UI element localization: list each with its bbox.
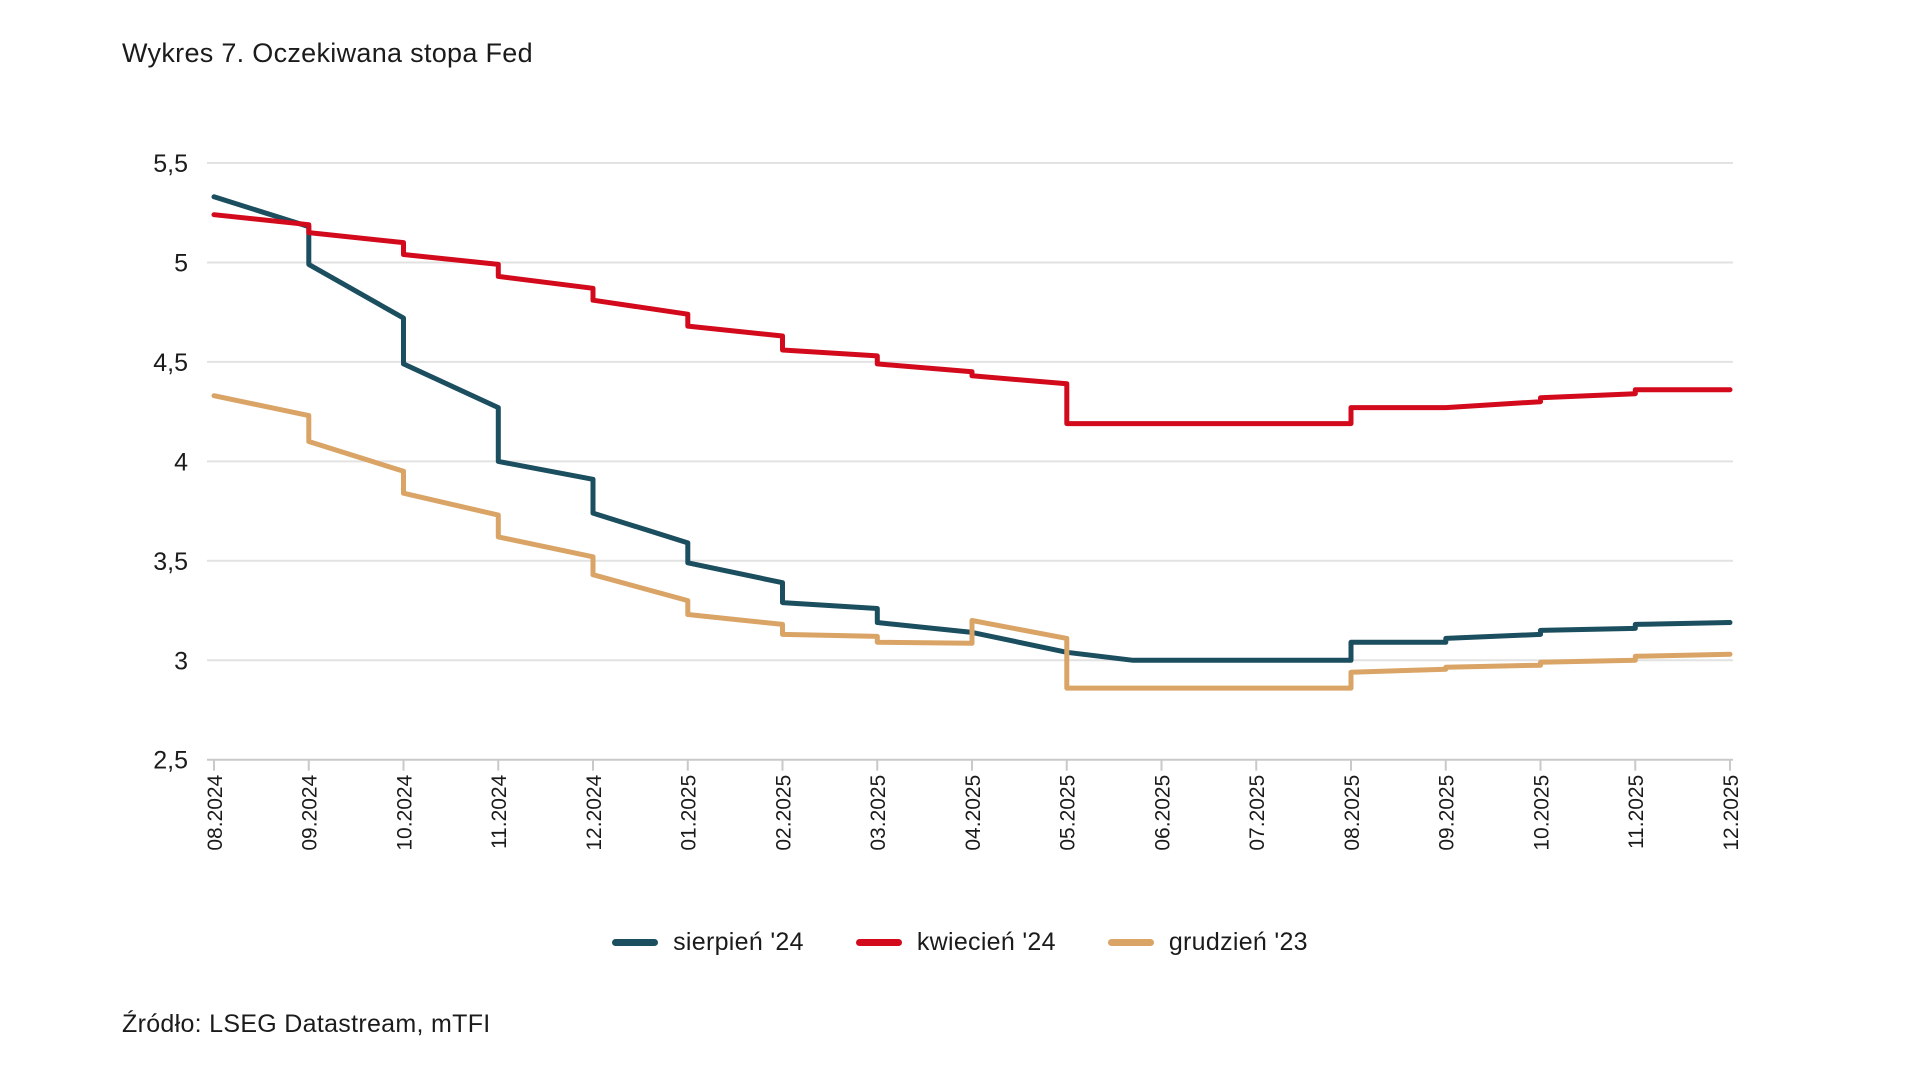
legend-swatch-icon	[855, 939, 902, 946]
x-tick-label: 12.2025	[1720, 775, 1743, 851]
x-tick-label: 10.2024	[394, 774, 417, 850]
legend-item: grudzień '23	[1107, 928, 1308, 957]
legend-label: kwiecień '24	[916, 928, 1056, 956]
x-tick-label: 10.2025	[1531, 775, 1554, 851]
y-tick-label: 3	[174, 647, 188, 675]
x-tick-label: 09.2025	[1436, 775, 1459, 851]
series-line-grudzie-23	[211, 393, 1733, 691]
x-tick-label: 11.2025	[1625, 775, 1648, 849]
y-tick-label: 4	[174, 448, 188, 476]
legend-swatch-icon	[612, 939, 659, 946]
x-tick-label: 08.2025	[1341, 775, 1364, 851]
chart-legend: sierpień '24 kwiecień '24 grudzień '23	[0, 928, 1920, 957]
x-tick-label: 07.2025	[1246, 775, 1269, 851]
x-tick-label: 06.2025	[1152, 775, 1175, 851]
legend-label: sierpień '24	[673, 928, 804, 956]
y-tick-label: 3,5	[153, 548, 188, 576]
legend-item: sierpień '24	[612, 928, 804, 957]
x-tick-label: 04.2025	[962, 775, 985, 851]
x-tick-label: 11.2024	[488, 774, 511, 849]
y-tick-label: 4,5	[153, 349, 188, 377]
series-line-sierpie-24	[211, 194, 1733, 663]
fed-rate-chart: 5,5 5 4,5 4 3,5 3 2,5 08.2024 09.2024 10.2024 11.2…	[153, 150, 1743, 851]
series-line-kwiecie-24	[211, 212, 1733, 427]
y-tick-label: 2,5	[153, 747, 188, 775]
legend-swatch-icon	[1107, 939, 1154, 946]
x-tick-label: 05.2025	[1057, 775, 1080, 851]
y-tick-label: 5,5	[153, 150, 188, 178]
source-note: Źródło: LSEG Datastream, mTFI	[122, 1010, 491, 1038]
x-tick-label: 01.2025	[678, 775, 701, 851]
x-tick-label: 09.2024	[299, 774, 322, 850]
legend-label: grudzień '23	[1168, 928, 1308, 956]
legend-item: kwiecień '24	[855, 928, 1056, 957]
x-tick-label: 02.2025	[773, 775, 796, 851]
chart-title: Wykres 7. Oczekiwana stopa Fed	[122, 38, 533, 68]
x-tick-label: 08.2024	[204, 774, 227, 850]
y-tick-label: 5	[174, 249, 188, 277]
x-tick-label: 12.2024	[583, 774, 606, 850]
x-tick-label: 03.2025	[867, 775, 890, 851]
